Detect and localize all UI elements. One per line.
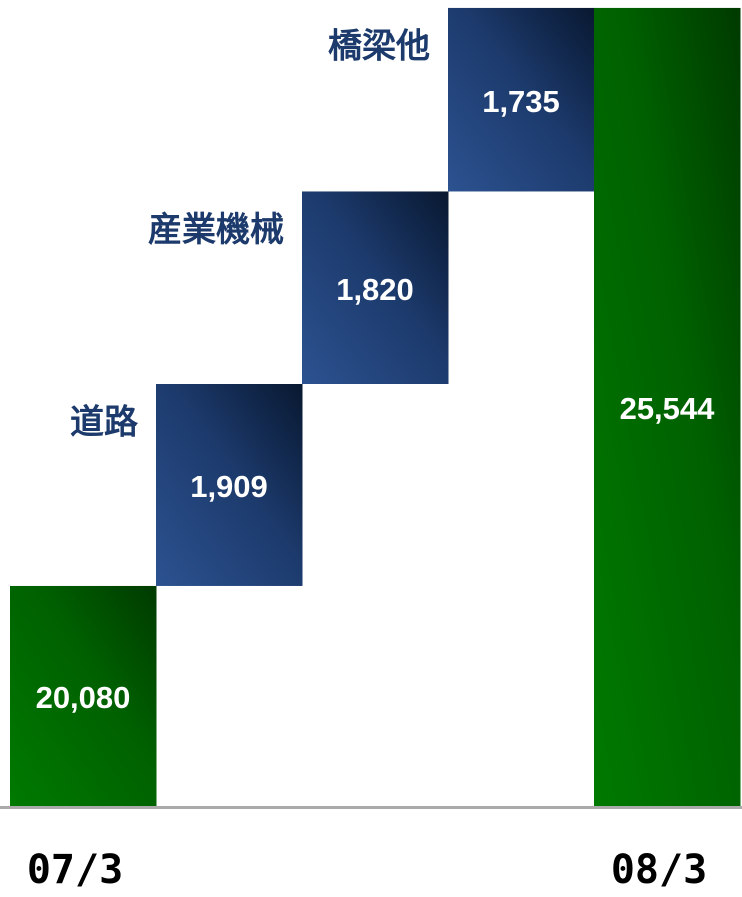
bar xyxy=(448,7,595,192)
category-label: 橋梁他 xyxy=(328,26,430,66)
category-label: 道路 xyxy=(70,403,139,443)
value-label: 25,544 xyxy=(620,391,716,426)
bar xyxy=(156,384,303,586)
value-label: 1,735 xyxy=(482,84,560,119)
category-label: 08/3 xyxy=(611,847,707,893)
bar xyxy=(302,191,449,385)
value-label: 20,080 xyxy=(36,680,131,715)
value-label: 1,909 xyxy=(190,469,268,504)
category-label: 07/3 xyxy=(27,847,123,893)
value-label: 1,820 xyxy=(336,272,414,307)
bar xyxy=(594,7,741,807)
bar xyxy=(10,585,157,806)
category-label: 産業機械 xyxy=(148,210,284,250)
